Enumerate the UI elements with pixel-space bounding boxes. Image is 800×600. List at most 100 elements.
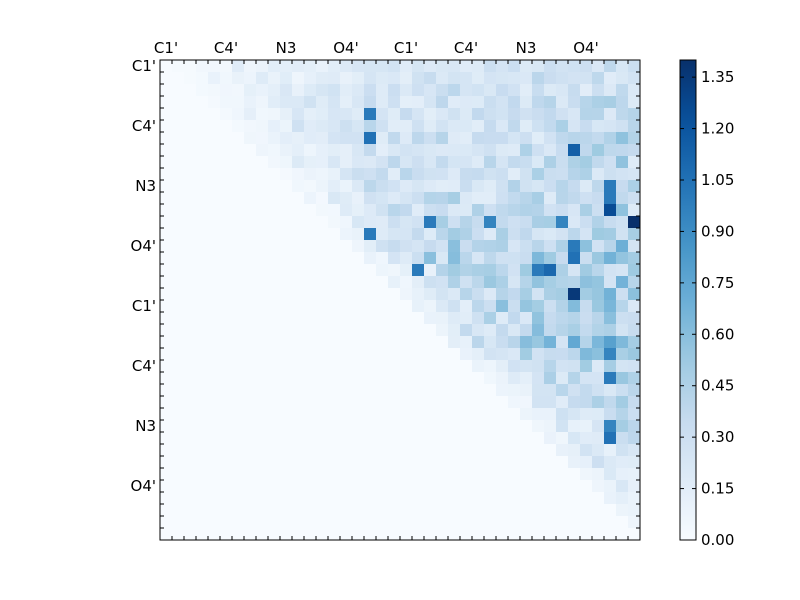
heatmap-cell	[616, 312, 629, 325]
heatmap-cell	[424, 204, 437, 217]
heatmap-cell	[340, 144, 353, 157]
heatmap-cell	[388, 312, 401, 325]
heatmap-cell	[568, 420, 581, 433]
heatmap-cell	[268, 348, 281, 361]
heatmap-cell	[484, 96, 497, 109]
heatmap-cell	[244, 408, 257, 421]
heatmap-cell	[532, 216, 545, 229]
heatmap-cell	[400, 132, 413, 145]
heatmap-cell	[628, 132, 641, 145]
heatmap-cell	[268, 324, 281, 337]
heatmap-cell	[400, 492, 413, 505]
heatmap-cell	[424, 324, 437, 337]
heatmap-cell	[424, 288, 437, 301]
heatmap-cell	[352, 396, 365, 409]
heatmap-cell	[520, 168, 533, 181]
heatmap-cell	[544, 120, 557, 133]
heatmap-cell	[196, 228, 209, 241]
heatmap-cell	[172, 384, 185, 397]
heatmap-cell	[388, 216, 401, 229]
heatmap-cell	[268, 300, 281, 313]
heatmap-cell	[232, 300, 245, 313]
heatmap-cell	[292, 96, 305, 109]
heatmap-cell	[592, 300, 605, 313]
heatmap-cell	[508, 60, 521, 73]
heatmap-cell	[340, 504, 353, 517]
heatmap-cell	[172, 120, 185, 133]
heatmap-cell	[472, 240, 485, 253]
heatmap-cell	[352, 96, 365, 109]
heatmap-cell	[496, 180, 509, 193]
heatmap-cell	[160, 528, 173, 541]
heatmap-cell	[244, 180, 257, 193]
heatmap-cell	[304, 444, 317, 457]
heatmap-cell	[244, 144, 257, 157]
heatmap-cell	[628, 264, 641, 277]
heatmap-cell	[232, 432, 245, 445]
heatmap-cell	[388, 348, 401, 361]
heatmap-cell	[364, 336, 377, 349]
heatmap-cell	[484, 324, 497, 337]
heatmap-cell	[220, 204, 233, 217]
y-tick-label: O4'	[131, 477, 156, 495]
heatmap-cell	[256, 60, 269, 73]
heatmap-cell	[172, 60, 185, 73]
heatmap-cell	[172, 204, 185, 217]
heatmap-cell	[496, 504, 509, 517]
colorbar-tick-label: 0.30	[701, 428, 734, 446]
heatmap-cell	[460, 528, 473, 541]
heatmap-cell	[304, 192, 317, 205]
heatmap-cell	[280, 336, 293, 349]
heatmap-cell	[424, 492, 437, 505]
heatmap-cell	[580, 204, 593, 217]
heatmap-cell	[448, 180, 461, 193]
heatmap-cell	[460, 360, 473, 373]
heatmap-cell	[604, 312, 617, 325]
heatmap-cell	[184, 396, 197, 409]
heatmap-cell	[436, 264, 449, 277]
heatmap-cell	[400, 84, 413, 97]
heatmap-cell	[412, 516, 425, 529]
heatmap-cell	[208, 168, 221, 181]
heatmap-cell	[328, 156, 341, 169]
heatmap-cell	[268, 84, 281, 97]
heatmap-cell	[232, 228, 245, 241]
heatmap-cell	[268, 456, 281, 469]
heatmap-cell	[376, 300, 389, 313]
heatmap-cell	[412, 288, 425, 301]
heatmap-cell	[448, 156, 461, 169]
heatmap-cell	[628, 84, 641, 97]
heatmap-cell	[160, 360, 173, 373]
heatmap-cell	[508, 120, 521, 133]
heatmap-cell	[220, 432, 233, 445]
heatmap-cell	[172, 432, 185, 445]
heatmap-cell	[460, 96, 473, 109]
heatmap-cell	[220, 228, 233, 241]
heatmap-cell	[484, 480, 497, 493]
heatmap-cell	[160, 420, 173, 433]
heatmap-cell	[364, 180, 377, 193]
heatmap-cell	[556, 288, 569, 301]
heatmap-cell	[172, 528, 185, 541]
heatmap-cell	[544, 504, 557, 517]
heatmap-cell	[616, 228, 629, 241]
heatmap-cell	[496, 120, 509, 133]
heatmap-cell	[268, 336, 281, 349]
heatmap-cell	[220, 108, 233, 121]
heatmap-cell	[220, 396, 233, 409]
heatmap-cell	[376, 324, 389, 337]
heatmap-cell	[628, 336, 641, 349]
heatmap-cell	[304, 336, 317, 349]
heatmap-cell	[256, 528, 269, 541]
heatmap-cell	[508, 528, 521, 541]
heatmap-cell	[376, 360, 389, 373]
heatmap-cell	[256, 480, 269, 493]
heatmap-cell	[592, 420, 605, 433]
heatmap-cell	[424, 480, 437, 493]
heatmap-cell	[172, 84, 185, 97]
heatmap-cell	[364, 276, 377, 289]
heatmap-cell	[448, 528, 461, 541]
heatmap-cell	[448, 276, 461, 289]
heatmap-cell	[604, 528, 617, 541]
